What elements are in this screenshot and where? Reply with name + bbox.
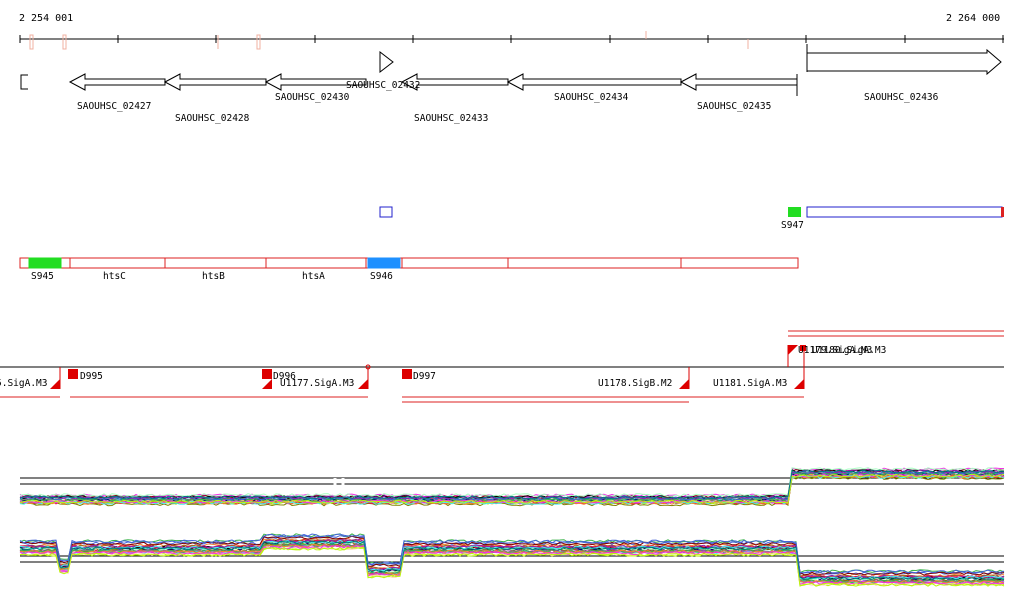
expression-profile-line (19, 533, 1005, 574)
feature-label[interactable]: S945 (31, 271, 54, 282)
feature-box-small[interactable] (379, 206, 393, 218)
expression-profile-line (19, 547, 1005, 587)
forward-feature-track (379, 206, 1004, 218)
expression-profile-line (19, 538, 1005, 579)
promoter-label[interactable]: D996 (273, 371, 296, 382)
feature-label[interactable]: htsA (302, 271, 325, 282)
expression-profile-line (19, 546, 1005, 587)
gene-arrow-02432 (379, 50, 394, 74)
gene-label[interactable]: SAOUHSC_02436 (864, 92, 939, 103)
gene-label[interactable]: SAOUHSC_02427 (77, 101, 151, 112)
gene-track (20, 44, 1002, 96)
expression-track-reverse (19, 533, 1005, 587)
promoter-label[interactable]: U1179.SigA.M3 (798, 345, 872, 356)
gene-label[interactable]: SAOUHSC_02428 (175, 113, 250, 124)
gene-arrow-02430 (264, 73, 367, 91)
gene-label[interactable]: SAOUHSC_02433 (414, 113, 488, 124)
expression-profile-line (19, 540, 1005, 581)
gene-arrow-02435 (679, 73, 798, 91)
expression-track-forward (19, 467, 1005, 515)
expression-profile-line (19, 470, 1005, 501)
expression-profile-line (19, 469, 1005, 500)
feature-operon-forward[interactable] (806, 206, 1003, 218)
gene-label[interactable]: SAOUHSC_02434 (554, 92, 629, 103)
promoter-label[interactable]: 5.SigA.M3 (0, 378, 47, 389)
gene-arrow-02428 (163, 73, 267, 91)
feature-s947[interactable] (788, 207, 801, 217)
ruler-end-label: 2 264 000 (946, 13, 1001, 24)
promoter-label[interactable]: U1181.SigA.M3 (713, 378, 787, 389)
gene-label[interactable]: SAOUHSC_02430 (275, 92, 350, 103)
promoter-label[interactable]: U1177.SigA.M3 (280, 378, 354, 389)
feature-label[interactable]: htsB (202, 271, 225, 282)
feature-label[interactable]: S947 (781, 220, 804, 231)
ruler-start-label: 2 254 001 (19, 13, 74, 24)
promoter-label[interactable]: U1178.SigB.M2 (598, 378, 672, 389)
feature-s946[interactable] (367, 257, 401, 269)
gene-label[interactable]: SAOUHSC_02432 (346, 80, 420, 91)
gene-label[interactable]: SAOUHSC_02435 (697, 101, 771, 112)
feature-s945[interactable] (28, 257, 62, 269)
expression-profile-line (19, 540, 1005, 580)
gene-arrow-02434 (506, 73, 682, 91)
expression-profile-line (19, 545, 1005, 586)
expression-profile-line (19, 542, 1005, 584)
coordinate-ruler (19, 31, 1004, 50)
feature-label[interactable]: htsC (103, 271, 126, 282)
promoter-track (0, 330, 1004, 403)
expression-profile-line (19, 537, 1005, 578)
promoter-label[interactable]: D995 (80, 371, 103, 382)
feature-label[interactable]: S946 (370, 271, 393, 282)
gene-fragment-left (20, 74, 28, 90)
gene-arrow-02427 (68, 73, 166, 91)
expression-profile-line (19, 473, 1005, 504)
gene-arrow-02436 (806, 48, 1002, 76)
reverse-feature-track (19, 257, 799, 269)
expression-profile-line (19, 469, 1005, 500)
promoter-label[interactable]: D997 (413, 371, 436, 382)
promoter-label[interactable]: U1180.SigA.M3 (812, 345, 886, 356)
